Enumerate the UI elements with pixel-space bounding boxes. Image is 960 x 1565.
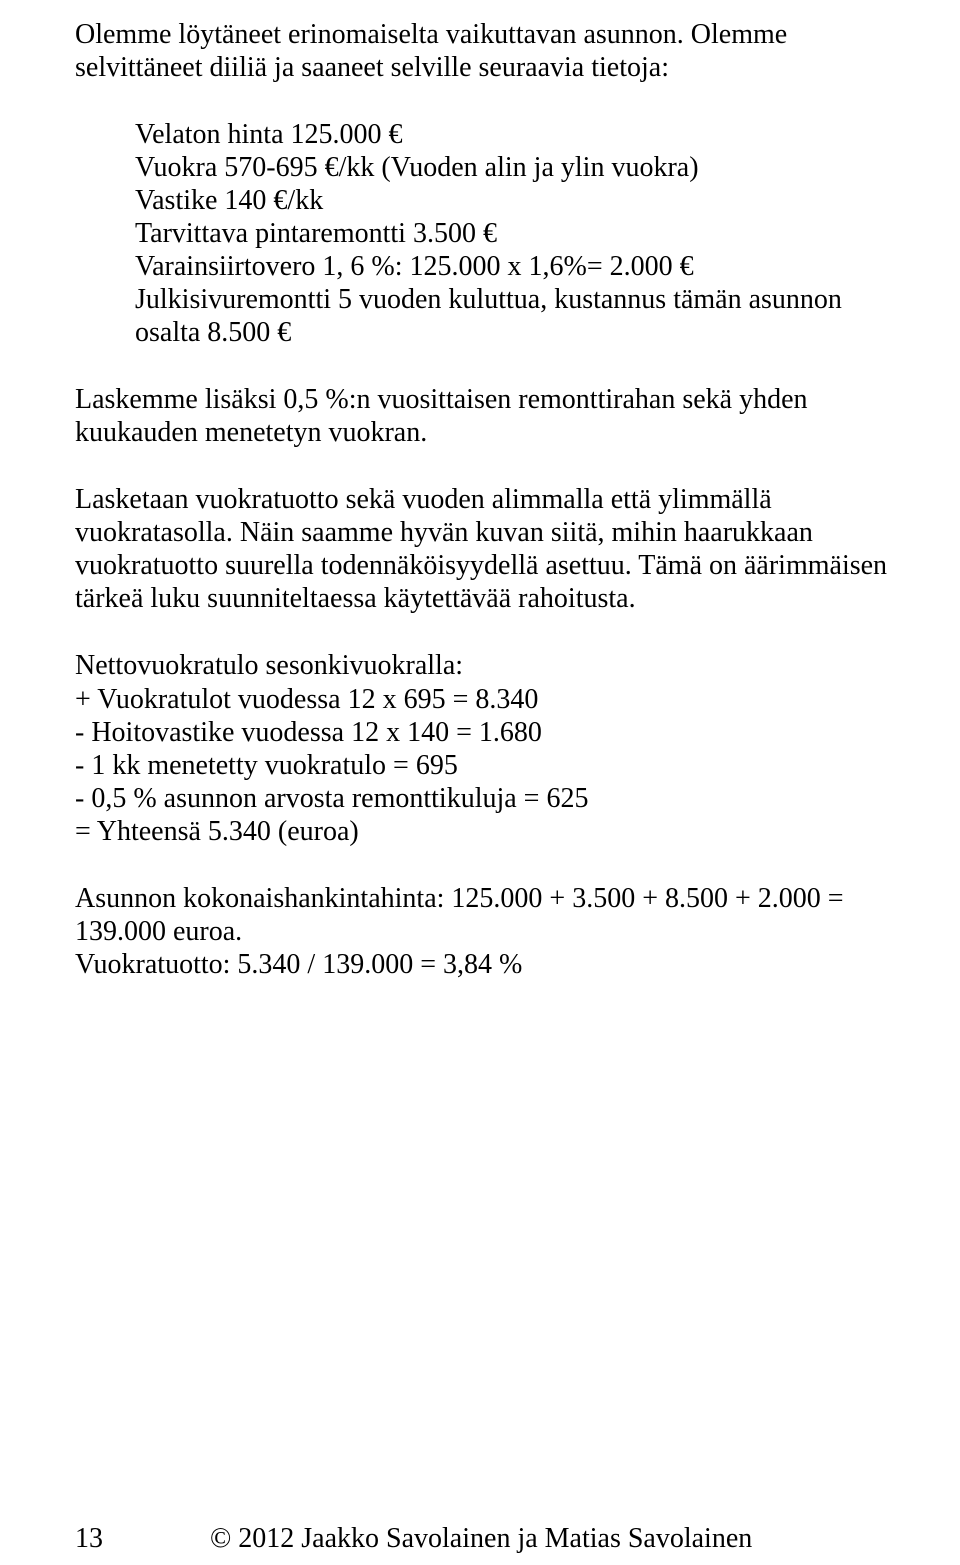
paragraph-intro: Olemme löytäneet erinomaiselta vaikuttav… [75,18,890,84]
copyright-text: © 2012 Jaakko Savolainen ja Matias Savol… [210,1523,752,1555]
detail-line: Tarvittava pintaremontti 3.500 € [135,217,890,250]
document-body: Olemme löytäneet erinomaiselta vaikuttav… [75,18,890,981]
totals-line: Vuokratuotto: 5.340 / 139.000 = 3,84 % [75,948,890,981]
calculation-block: Nettovuokratulo sesonkivuokralla: + Vuok… [75,649,890,847]
totals-line: Asunnon kokonaishankintahinta: 125.000 +… [75,882,890,948]
page-footer: 13 © 2012 Jaakko Savolainen ja Matias Sa… [75,1523,890,1555]
calc-line: - 0,5 % asunnon arvosta remonttikuluja =… [75,782,890,815]
detail-line: Vastike 140 €/kk [135,184,890,217]
detail-line: Velaton hinta 125.000 € [135,118,890,151]
detail-line: Vuokra 570-695 €/kk (Vuoden alin ja ylin… [135,151,890,184]
calc-line: - Hoitovastike vuodessa 12 x 140 = 1.680 [75,716,890,749]
paragraph-calc-intro: Lasketaan vuokratuotto sekä vuoden alimm… [75,483,890,615]
calc-line: = Yhteensä 5.340 (euroa) [75,815,890,848]
paragraph-extra: Laskemme lisäksi 0,5 %:n vuosittaisen re… [75,383,890,449]
calc-line: - 1 kk menetetty vuokratulo = 695 [75,749,890,782]
calc-line: + Vuokratulot vuodessa 12 x 695 = 8.340 [75,683,890,716]
detail-line: Julkisivuremontti 5 vuoden kuluttua, kus… [135,283,890,349]
totals-block: Asunnon kokonaishankintahinta: 125.000 +… [75,882,890,981]
page-number: 13 [75,1523,103,1555]
calc-title: Nettovuokratulo sesonkivuokralla: [75,649,890,682]
document-page: Olemme löytäneet erinomaiselta vaikuttav… [0,0,960,1565]
details-block: Velaton hinta 125.000 € Vuokra 570-695 €… [75,118,890,349]
detail-line: Varainsiirtovero 1, 6 %: 125.000 x 1,6%=… [135,250,890,283]
